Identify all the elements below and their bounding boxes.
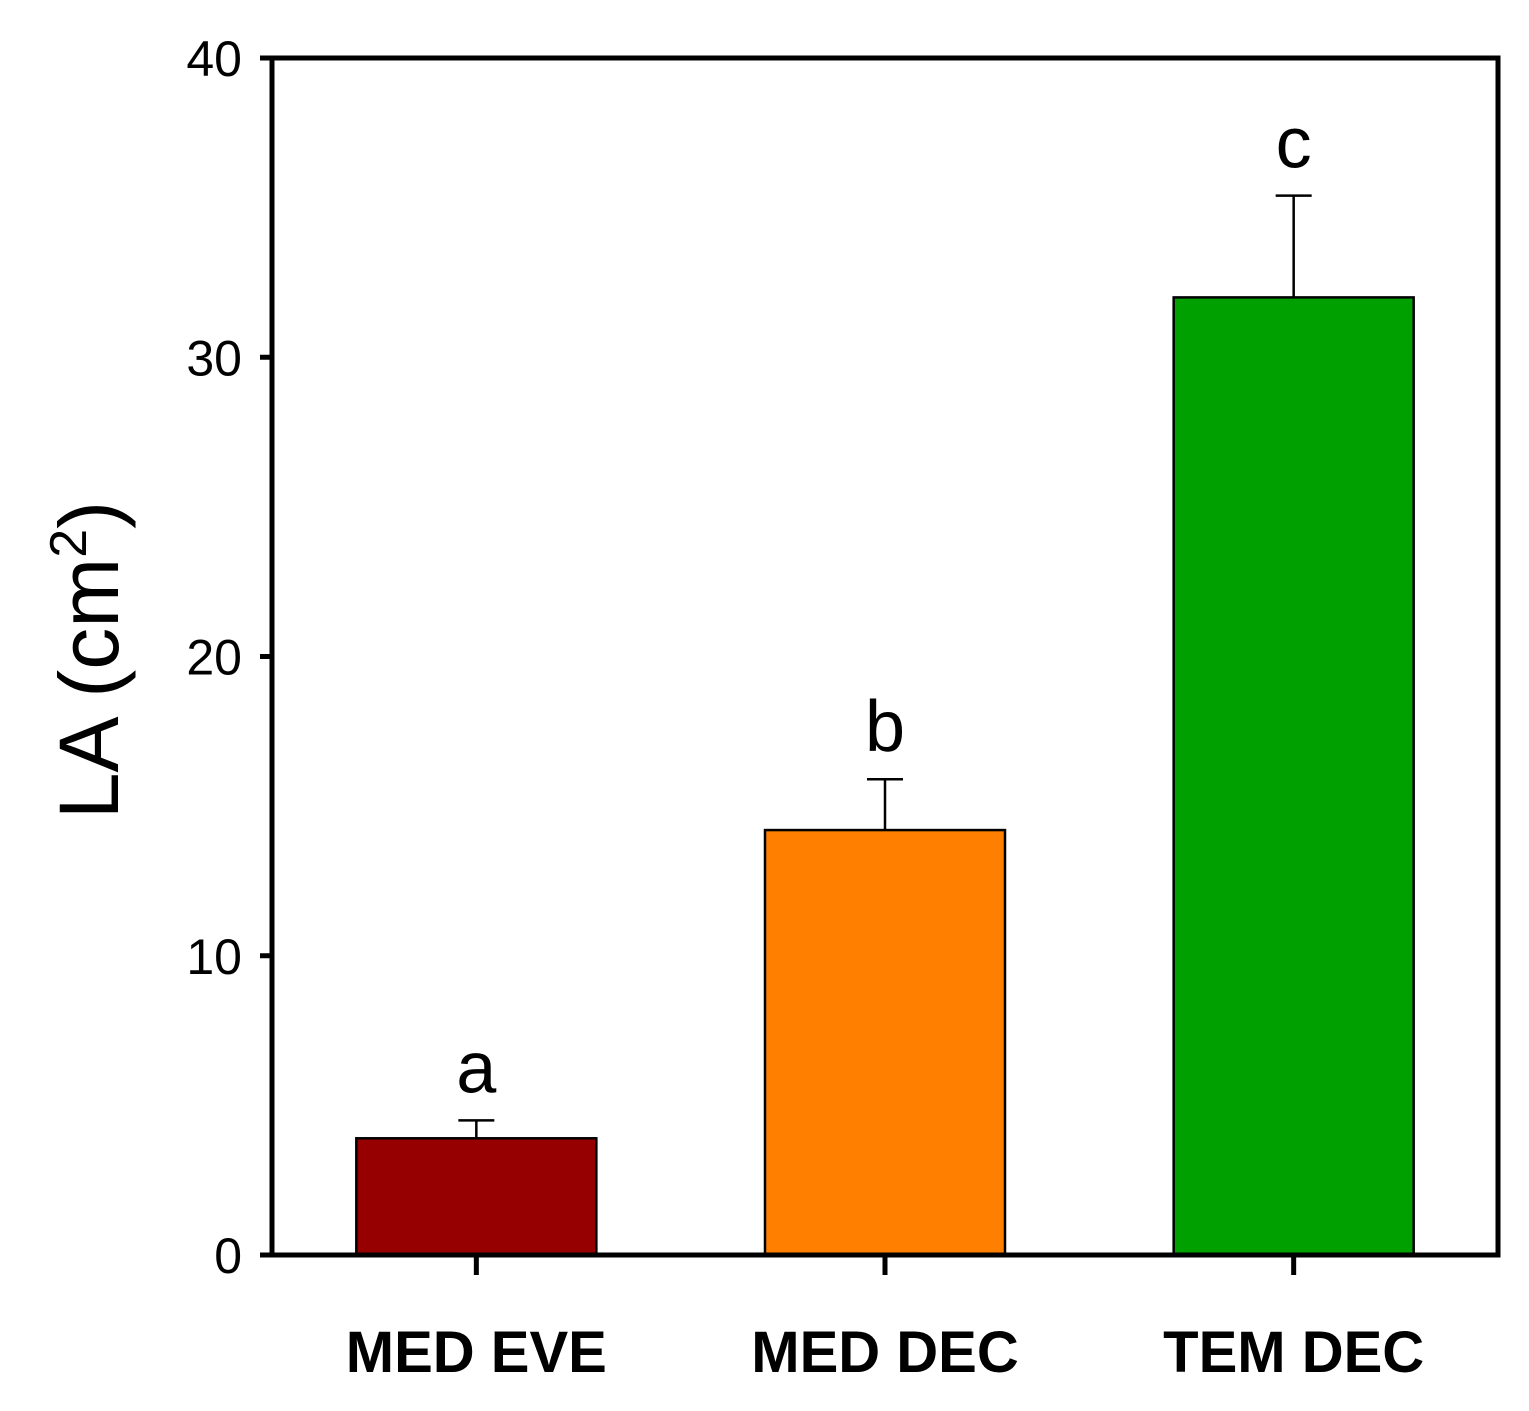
error-bars-group — [458, 194, 1312, 1139]
x-tick-label-med-dec: MED DEC — [751, 1320, 1018, 1385]
bars-group — [355, 296, 1415, 1257]
y-tick-label-0: 0 — [214, 1228, 242, 1284]
significance-letters-group: a b c — [456, 104, 1311, 1109]
bar-med-dec — [763, 828, 1007, 1257]
significance-letter-med-dec: b — [865, 687, 905, 767]
y-tick-label-30: 30 — [186, 330, 242, 386]
y-tick-label-20: 20 — [186, 630, 242, 686]
x-tick-label-med-eve: MED EVE — [346, 1320, 607, 1385]
x-axis: MED EVE MED DEC TEM DEC — [346, 1255, 1424, 1385]
y-axis-title-close: ) — [42, 501, 136, 529]
bar-med-eve — [355, 1137, 598, 1257]
y-tick-label-10: 10 — [186, 929, 242, 985]
y-axis-title: LA (cm2) — [40, 501, 136, 819]
y-axis: 0 10 20 30 40 — [186, 31, 272, 1284]
x-tick-label-tem-dec: TEM DEC — [1163, 1320, 1424, 1385]
y-axis-title-superscript: 2 — [40, 529, 98, 558]
significance-letter-med-eve: a — [456, 1028, 497, 1108]
significance-letter-tem-dec: c — [1276, 104, 1312, 184]
y-axis-title-main: LA (cm — [42, 558, 136, 819]
y-tick-label-40: 40 — [186, 31, 242, 87]
bar-tem-dec — [1172, 296, 1415, 1257]
